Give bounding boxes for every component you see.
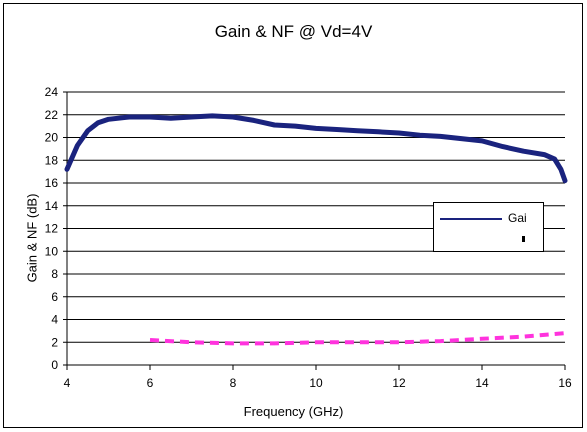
y-tick-label: 24 [45,85,59,99]
y-tick-label: 22 [45,108,59,122]
y-tick-label: 2 [51,335,58,349]
legend-swatch-gain [440,218,502,220]
chart-title: Gain & NF @ Vd=4V [214,22,373,41]
y-tick-label: 12 [45,222,59,236]
y-tick-label: 8 [51,267,58,281]
y-tick-label: 6 [51,290,58,304]
series-line-nf [149,331,566,346]
y-tick-label: 16 [45,176,59,190]
y-tick-label: 0 [51,358,58,372]
y-axis-label: Gain & NF (dB) [24,193,40,283]
x-tick-label: 12 [392,376,406,390]
legend-swatch-nf [522,236,525,242]
x-tick-label: 10 [309,376,323,390]
y-tick-label: 18 [45,153,59,167]
series-line-gain [64,113,568,184]
x-tick-label: 6 [147,376,154,390]
y-tick-label: 10 [45,244,59,258]
x-axis-label: Frequency (GHz) [243,404,344,419]
y-tick-label: 14 [45,199,59,213]
x-tick-label: 4 [64,376,71,390]
legend: Gai [433,202,544,252]
legend-label-gain: Gai [508,211,527,225]
x-tick-label: 16 [558,376,572,390]
y-tick-label: 20 [45,131,59,145]
y-tick-label: 4 [51,313,58,327]
x-tick-label: 8 [230,376,237,390]
legend-entry-gain: Gai [440,211,540,227]
x-tick-label: 14 [475,376,489,390]
legend-entry-nf [440,231,540,247]
